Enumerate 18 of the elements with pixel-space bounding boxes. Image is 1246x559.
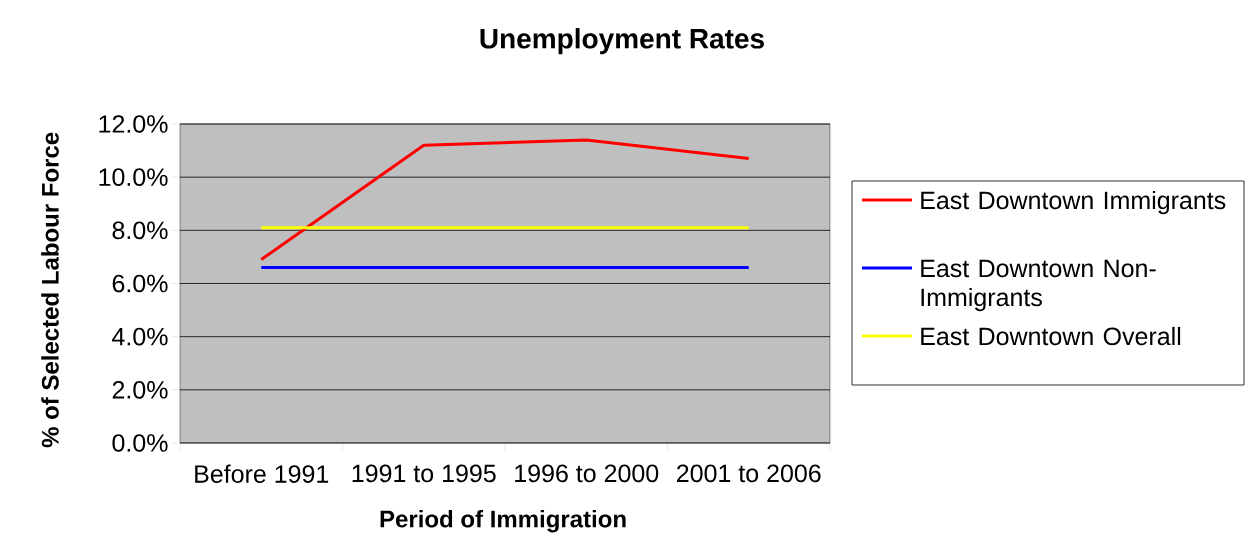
legend-label: East Downtown Immigrants bbox=[921, 190, 1226, 215]
line-series bbox=[259, 138, 751, 262]
y-tick-label: 4.0% bbox=[112, 327, 168, 346]
legend-label: East Downtown Non-Immigrants bbox=[921, 259, 1156, 312]
x-axis-title: Period of Immigration bbox=[380, 509, 626, 533]
y-tick-label: 6.0% bbox=[112, 274, 168, 293]
y-axis-title: % of Selected Labour Force bbox=[41, 132, 59, 448]
x-tick-label: 1996 to 2000 bbox=[515, 464, 659, 483]
x-tick-label: Before 1991 bbox=[195, 464, 329, 483]
y-tick-label: 8.0% bbox=[112, 221, 168, 240]
y-tick-label: 12.0% bbox=[99, 115, 168, 133]
y-tick-label: 10.0% bbox=[99, 168, 168, 187]
x-tick-label: 2001 to 2006 bbox=[677, 464, 821, 483]
y-tick-label: 0.0% bbox=[112, 434, 168, 452]
chart-title: Unemployment Rates bbox=[480, 28, 764, 55]
y-tick-label: 2.0% bbox=[112, 380, 168, 399]
x-tick-label: 1991 to 1995 bbox=[352, 464, 496, 483]
legend-label: East Downtown Overall bbox=[921, 326, 1181, 346]
